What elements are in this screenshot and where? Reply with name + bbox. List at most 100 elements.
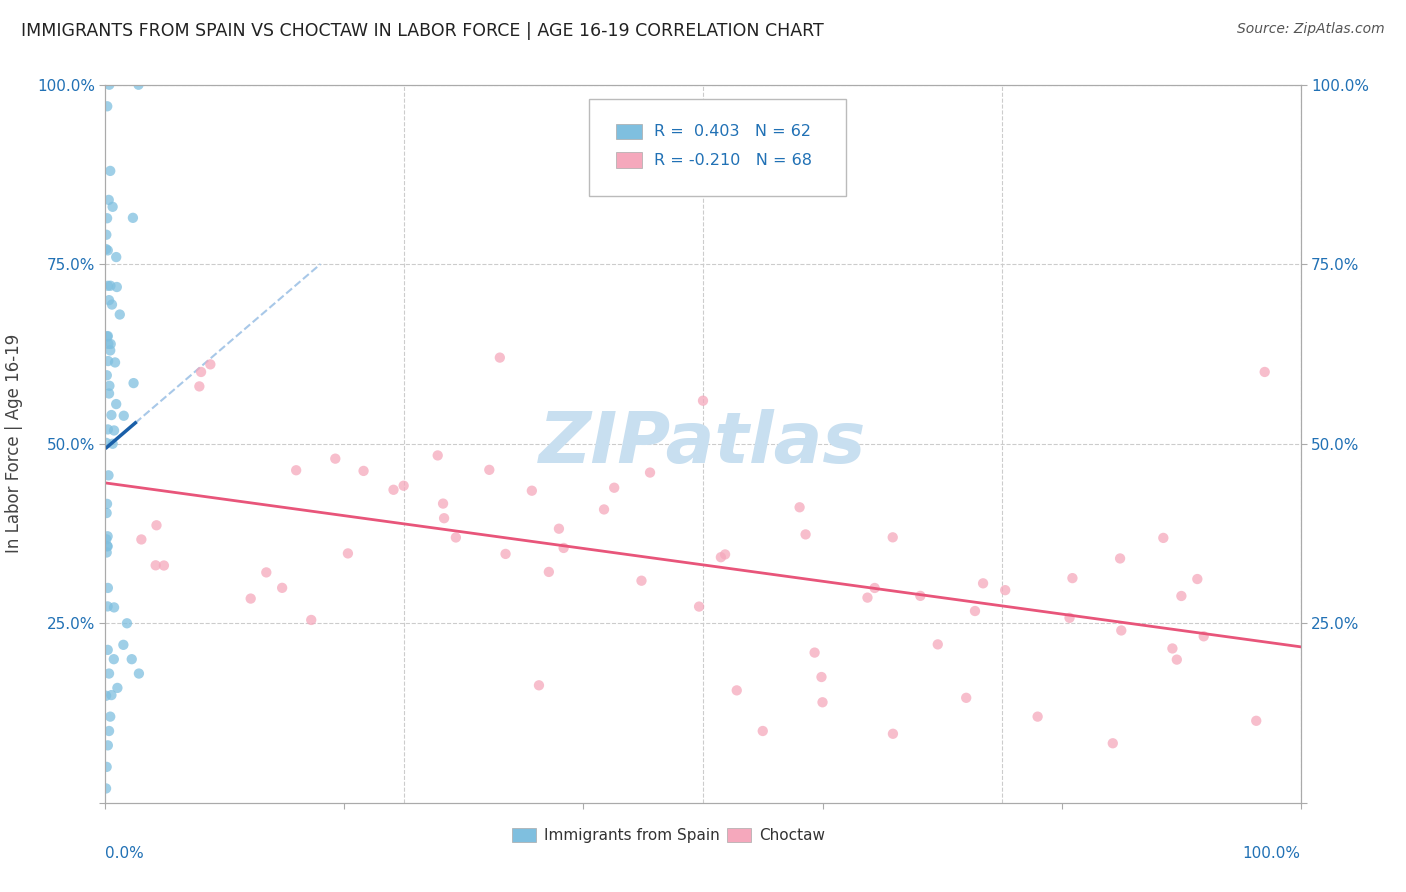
- Point: [112, 409, 135, 423]
- Point: [97, 581, 120, 595]
- Point: [105, 250, 128, 264]
- Point: [1109, 551, 1132, 566]
- Point: [489, 351, 512, 365]
- Point: [239, 591, 262, 606]
- Point: [972, 576, 994, 591]
- Point: [200, 357, 222, 371]
- Point: [153, 558, 176, 573]
- Point: [98, 386, 121, 401]
- Point: [692, 393, 714, 408]
- Point: [520, 483, 543, 498]
- Point: [710, 550, 733, 565]
- Point: [1254, 365, 1277, 379]
- FancyBboxPatch shape: [616, 123, 643, 139]
- Point: [285, 463, 308, 477]
- Point: [882, 727, 904, 741]
- Point: [96, 211, 118, 226]
- Point: [96, 533, 118, 547]
- Point: [688, 599, 710, 614]
- Point: [96, 497, 118, 511]
- Point: [128, 78, 150, 92]
- Point: [1166, 652, 1188, 666]
- Point: [254, 566, 277, 580]
- Point: [97, 354, 120, 368]
- Point: [97, 539, 120, 553]
- Point: [955, 690, 977, 705]
- Point: [1170, 589, 1192, 603]
- Point: [97, 337, 120, 351]
- Point: [478, 463, 501, 477]
- Point: [527, 678, 550, 692]
- Point: [97, 599, 120, 614]
- Point: [103, 652, 125, 666]
- Point: [98, 724, 121, 739]
- Point: [433, 511, 456, 525]
- Point: [927, 637, 949, 651]
- Point: [994, 583, 1017, 598]
- Point: [1244, 714, 1267, 728]
- Point: [323, 451, 346, 466]
- Point: [97, 329, 120, 343]
- Point: [553, 541, 575, 555]
- Point: [100, 278, 122, 293]
- Point: [98, 293, 121, 307]
- Point: [94, 242, 117, 256]
- Point: [630, 574, 652, 588]
- Point: [94, 781, 117, 796]
- Point: [810, 670, 832, 684]
- Text: Immigrants from Spain: Immigrants from Spain: [544, 828, 720, 843]
- Point: [121, 652, 143, 666]
- Point: [426, 449, 449, 463]
- Point: [115, 616, 138, 631]
- Point: [96, 227, 118, 242]
- Point: [271, 581, 294, 595]
- Point: [122, 211, 145, 225]
- Point: [96, 760, 118, 774]
- Point: [1187, 572, 1209, 586]
- Point: [97, 468, 120, 483]
- Point: [112, 638, 135, 652]
- Point: [803, 646, 825, 660]
- Point: [100, 688, 122, 702]
- Point: [1111, 624, 1133, 638]
- Point: [353, 464, 375, 478]
- Point: [145, 518, 167, 533]
- FancyBboxPatch shape: [589, 99, 846, 196]
- Point: [105, 280, 128, 294]
- Point: [98, 343, 121, 358]
- Point: [963, 604, 986, 618]
- Point: [100, 408, 122, 422]
- Point: [432, 497, 454, 511]
- Point: [131, 533, 153, 547]
- Point: [97, 643, 120, 657]
- Point: [128, 666, 150, 681]
- Point: [190, 365, 212, 379]
- Point: [794, 527, 817, 541]
- Text: 0.0%: 0.0%: [105, 846, 145, 861]
- Point: [98, 709, 121, 723]
- Text: Source: ZipAtlas.com: Source: ZipAtlas.com: [1237, 22, 1385, 37]
- Point: [188, 379, 211, 393]
- Text: IMMIGRANTS FROM SPAIN VS CHOCTAW IN LABOR FORCE | AGE 16-19 CORRELATION CHART: IMMIGRANTS FROM SPAIN VS CHOCTAW IN LABO…: [21, 22, 824, 40]
- FancyBboxPatch shape: [512, 828, 536, 842]
- Point: [1101, 736, 1123, 750]
- Point: [863, 581, 886, 595]
- Point: [96, 436, 118, 450]
- Point: [97, 529, 120, 543]
- Point: [96, 99, 118, 113]
- Point: [98, 666, 121, 681]
- Text: 100.0%: 100.0%: [1243, 846, 1301, 861]
- Point: [103, 424, 125, 438]
- Point: [1192, 629, 1215, 643]
- Point: [548, 522, 571, 536]
- Text: ZIPatlas: ZIPatlas: [540, 409, 866, 478]
- FancyBboxPatch shape: [616, 153, 643, 168]
- Point: [105, 397, 128, 411]
- Point: [101, 297, 124, 311]
- Point: [107, 681, 129, 695]
- Point: [97, 193, 120, 207]
- Point: [98, 378, 121, 392]
- Point: [714, 548, 737, 562]
- Point: [593, 502, 616, 516]
- Point: [392, 479, 415, 493]
